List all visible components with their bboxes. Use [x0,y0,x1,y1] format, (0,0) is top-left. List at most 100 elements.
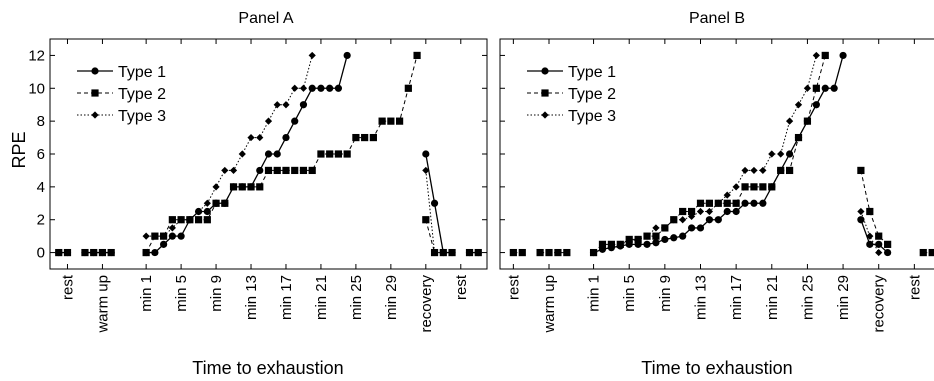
panel-b-series-type-1-point [652,239,660,247]
panel-a-series-type-2-point [229,183,238,191]
panel-b-series-type-3-point [705,207,714,216]
panel-b-series-type-2-line [860,170,888,245]
panel-a-series-type-3-line [146,55,313,237]
panel-a-series-type-2-point [334,150,343,158]
panel-a-series-type-1-point [317,84,325,92]
panel-a-series-type-3-point [142,232,150,240]
panel-b-series-type-1-point [884,248,892,257]
panel-b-series-type-2-point [928,248,934,257]
panel-a-series-type-2-point [55,248,63,257]
panel-b-x-tick-label: warm up [541,275,558,334]
panel-a-series-type-2-point [107,248,115,257]
panel-b-legend-type-2-marker [541,89,549,97]
panel-b-series-type-2-point [518,248,526,257]
panel-a-x-tick-label: rest [59,274,76,300]
panel-b-series-type-1-point [821,84,829,92]
panel-a-x-tick-label: rest [453,274,470,300]
panel-a-series-type-2-point [308,166,316,175]
panel-b-series-type-2-point [794,133,803,142]
panel-b-x-tick-label: min 29 [835,275,852,320]
panel-b-series-type-3-point [696,207,705,216]
panel-a-series-type-2-point [168,216,176,224]
panel-a-series-type-3-point [256,133,264,142]
panel-a-series-type-2-point [238,183,246,191]
panel-b-legend-type-2-label: Type 2 [568,86,616,103]
panel-a-series-type-2-point [404,84,412,92]
panel-b-series-type-3-point [661,224,669,232]
panel-b-series-type-3-point [634,235,642,244]
panel-a-series-type-2-point [273,166,281,175]
panel-b-x-axis-title: Time to exhaustion [641,358,792,378]
panel-a-series-type-3-point [194,207,203,216]
panel-b-series-type-3-point [768,150,776,158]
panel-a-series-type-2-point [264,166,273,175]
panel-b-series-type-1-point [696,224,705,232]
panel-a-series-type-2-point [142,248,150,257]
panel-a-series-type-2-point [396,117,404,125]
panel-a-series-type-1-line [146,55,348,254]
panel-a-series-type-2-point [221,199,229,207]
panel-a-series-type-2-point [203,216,211,224]
panel-b-series-type-2-point [723,199,731,207]
panel-a-series-type-3-point [299,84,308,92]
panel-a-series-type-2-point [378,117,386,125]
panel-a-series-type-2-point [63,248,72,257]
panel-b-series-type-3-point [625,237,633,245]
panel-b-series-type-3-point [616,240,624,248]
panel-a-series-type-2-point [90,248,98,257]
panel-b-series-type-2-point [875,232,883,240]
panel-b-series-type-2-point [545,248,553,257]
panel-a-x-axis-title: Time to exhaustion [192,358,343,378]
panel-b-legend-type-3-marker [541,111,549,119]
panel-a-series-type-3-point [238,150,246,158]
panel-b-series-type-3-point [741,166,749,175]
panel-a-series-type-1-point [308,84,316,92]
panel-b-series-type-3-point [857,207,865,216]
panel-b-series-type-1-point [741,199,749,207]
panel-b-x-tick-label: min 17 [728,275,745,320]
panel-b-ticks: rest warm up min 1 min 5 min 9 min 13 min 17 mi… [500,39,923,334]
panel-a-series-type-1-point [264,150,273,158]
panel-a-series-type-2-point [361,133,369,142]
panel-b-series-type-3-point [803,84,812,92]
panel-b-series-type-2-point [777,166,785,175]
panel-b-legend-type-1-label: Type 1 [568,64,616,81]
panel-a-series-type-3-point [168,224,176,232]
panel-a-series-type-1-point [430,199,439,207]
panel-b-x-tick-label: min 25 [799,275,816,320]
panel-b: Panel B Time to exhaustion rest warm up mi… [499,10,934,378]
panel-b-series-type-3-point [598,245,607,253]
panel-a-series-type-2-point [343,150,351,158]
panel-a-series-type-3-point [273,101,281,109]
panel-b-series-type-3-point [732,183,740,191]
panel-b-series-type-1-point [643,240,651,248]
panel-a-series-type-3-point [247,133,255,142]
panel-a-series-type-2-point [256,183,264,191]
panel-a-series-type-2-point [247,183,255,191]
panel-a-series-type-1-point [334,84,343,92]
panel-a-legend-type-2-marker [91,89,99,97]
panel-b-legend-type-3-label: Type 3 [568,108,616,125]
panel-a-x-tick-label: min 13 [243,275,260,320]
panel-a-series-type-3-point [439,248,447,257]
panel-b-series-type-1-point [705,216,714,224]
panel-b-series-type-1-point [812,101,820,109]
panel-a-series-type-3-point [177,216,185,224]
panel-a-series-type-1-point [282,133,290,142]
panel-b-series-type-1-point [732,207,740,216]
panel-a-series-type-3-point [264,117,273,125]
panel-b-series-type-3-point [812,51,820,60]
panel-b-x-tick-label: min 1 [586,275,603,312]
panel-b-x-tick-label: min 5 [621,275,638,312]
panel-a-x-tick-label: min 1 [138,275,155,312]
panel-b-series-type-3-point [723,191,731,199]
panel-b-series-type-2-point [687,207,696,216]
panel-a: Panel A Time to exhaustion RPE 0 2 4 6 8 10 12… [9,10,488,378]
panel-a-legend-type-1-label: Type 1 [118,64,166,81]
panel-a-series-type-3-point [203,199,211,207]
panel-a-series-type-2-point [474,248,482,257]
panel-b-series-type-2-point [509,248,517,257]
panel-b-series-type-3-point [687,212,696,221]
panel-b-series-type-2-point [705,199,714,207]
